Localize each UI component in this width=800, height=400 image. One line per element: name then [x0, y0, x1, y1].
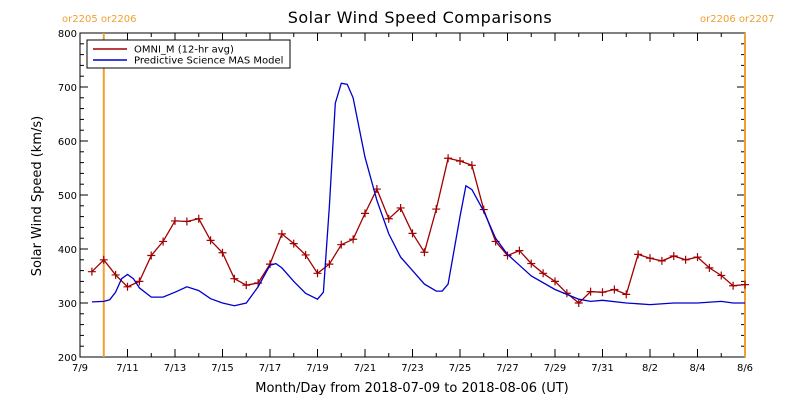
data-point: [741, 280, 749, 289]
data-point: [717, 271, 726, 280]
data-point: [159, 237, 168, 246]
x-tick-label: 7/13: [164, 363, 186, 374]
x-tick-label: 7/19: [306, 363, 328, 374]
data-point: [384, 214, 393, 223]
data-point: [456, 156, 464, 165]
data-point: [230, 274, 239, 283]
data-point: [396, 203, 405, 212]
data-point: [634, 250, 643, 259]
orbit-marker-label: or2206 or2207: [700, 14, 775, 25]
data-point: [527, 259, 536, 268]
data-point: [610, 285, 619, 294]
legend-box: [86, 39, 291, 69]
data-point: [147, 251, 156, 260]
data-point: [135, 277, 144, 286]
data-point: [337, 240, 346, 249]
y-tick-label: 500: [58, 191, 77, 202]
data-point: [598, 288, 607, 297]
data-point: [539, 269, 548, 278]
x-tick-label: 8/2: [642, 363, 658, 374]
legend-label: Predictive Science MAS Model: [134, 56, 283, 67]
data-point: [313, 269, 322, 278]
x-tick-label: 7/11: [116, 363, 138, 374]
data-point: [194, 214, 203, 223]
data-point: [111, 270, 120, 279]
data-point: [242, 281, 251, 290]
data-point: [420, 248, 429, 257]
y-tick-label: 800: [58, 29, 77, 40]
x-tick-label: 7/9: [72, 363, 88, 374]
x-tick-label: 7/27: [496, 363, 518, 374]
data-point: [182, 217, 191, 226]
x-tick-label: 8/4: [689, 363, 705, 374]
data-point: [646, 254, 654, 263]
data-point: [515, 246, 524, 255]
x-tick-label: 7/29: [544, 363, 566, 374]
x-tick-label: 7/31: [591, 363, 613, 374]
orbit-marker-label: or2205 or2206: [62, 14, 137, 25]
data-point: [432, 205, 441, 214]
x-tick-label: 7/21: [354, 363, 376, 374]
data-point: [277, 229, 286, 238]
data-point: [206, 236, 215, 245]
y-tick-label: 200: [58, 353, 77, 364]
data-point: [551, 277, 559, 286]
data-point: [171, 216, 179, 225]
y-tick-label: 600: [58, 137, 77, 148]
chart-title: Solar Wind Speed Comparisons: [288, 8, 553, 27]
data-point: [361, 209, 369, 218]
y-axis-title: Solar Wind Speed (km/s): [30, 116, 45, 276]
data-point: [408, 229, 417, 238]
series-line-1: [91, 82, 745, 307]
data-point: [574, 299, 583, 307]
data-point: [123, 282, 132, 291]
x-tick-label: 7/15: [211, 363, 233, 374]
data-point: [467, 161, 476, 170]
data-point: [503, 251, 512, 260]
plot-area: 200 300 400 500 600 700 800 7/9 7/11 7/13 7/15 7/17…: [58, 14, 775, 374]
data-point: [729, 281, 738, 290]
x-tick-label: 7/25: [449, 363, 471, 374]
data-point: [705, 263, 714, 272]
legend-label: OMNI_M (12-hr avg): [134, 45, 234, 56]
data-point: [681, 255, 690, 264]
data-point: [669, 252, 678, 261]
y-tick-label: 400: [58, 245, 77, 256]
plot-frame: [79, 32, 746, 358]
data-point: [218, 248, 227, 257]
data-point: [586, 287, 595, 296]
data-point: [325, 260, 334, 269]
y-tick-label: 300: [58, 299, 77, 310]
data-point: [87, 267, 96, 276]
data-point: [657, 256, 666, 265]
x-axis-title: Month/Day from 2018-07-09 to 2018-08-06 …: [255, 381, 568, 396]
x-tick-label: 7/17: [259, 363, 281, 374]
x-tick-label: 7/23: [401, 363, 423, 374]
data-point: [693, 253, 702, 262]
series-line-0: [91, 157, 746, 304]
data-point: [301, 250, 310, 259]
x-tick-label: 8/6: [737, 363, 753, 374]
data-point: [99, 255, 108, 264]
data-point: [444, 154, 453, 163]
data-point: [289, 239, 298, 248]
y-tick-label: 700: [58, 83, 77, 94]
data-point: [622, 290, 631, 299]
data-point: [349, 235, 358, 244]
